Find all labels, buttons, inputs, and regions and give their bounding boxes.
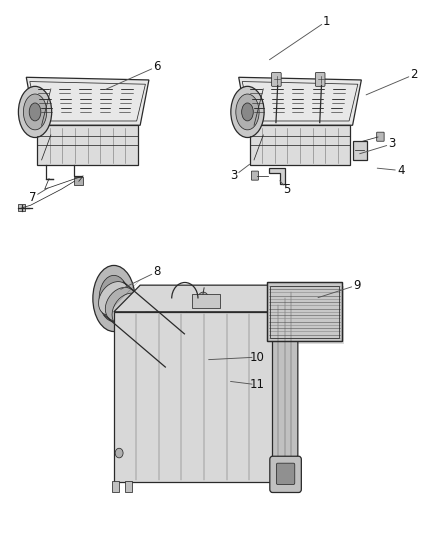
Text: 7: 7 <box>29 191 37 204</box>
Bar <box>125 481 132 492</box>
Text: 8: 8 <box>153 265 160 278</box>
Ellipse shape <box>132 311 163 344</box>
FancyBboxPatch shape <box>315 72 325 86</box>
Ellipse shape <box>119 299 149 333</box>
Ellipse shape <box>93 265 135 332</box>
Text: 2: 2 <box>410 68 418 81</box>
Circle shape <box>201 295 206 302</box>
Ellipse shape <box>29 103 41 121</box>
Text: 4: 4 <box>397 164 405 177</box>
Bar <box>267 282 342 341</box>
Bar <box>270 286 339 338</box>
Text: 10: 10 <box>250 351 265 364</box>
Bar <box>250 125 350 165</box>
Text: 9: 9 <box>353 279 361 292</box>
Ellipse shape <box>106 286 122 311</box>
Circle shape <box>115 448 123 458</box>
Text: 3: 3 <box>231 169 238 182</box>
Bar <box>269 286 344 344</box>
Bar <box>18 204 25 211</box>
FancyBboxPatch shape <box>377 132 384 141</box>
Polygon shape <box>114 312 272 482</box>
Ellipse shape <box>99 276 129 321</box>
Ellipse shape <box>105 287 136 321</box>
Ellipse shape <box>126 305 156 338</box>
Bar <box>192 294 220 308</box>
Ellipse shape <box>18 86 52 138</box>
Ellipse shape <box>153 328 184 361</box>
FancyBboxPatch shape <box>276 463 295 484</box>
Bar <box>267 282 342 341</box>
Ellipse shape <box>99 281 129 316</box>
FancyBboxPatch shape <box>270 456 301 492</box>
Polygon shape <box>114 285 298 312</box>
Text: 5: 5 <box>283 183 290 196</box>
Text: 11: 11 <box>250 378 265 391</box>
Polygon shape <box>353 141 367 160</box>
Bar <box>74 177 83 185</box>
Ellipse shape <box>146 322 177 356</box>
Text: 6: 6 <box>153 60 161 73</box>
Ellipse shape <box>139 316 170 350</box>
Polygon shape <box>26 77 149 125</box>
FancyBboxPatch shape <box>272 72 281 86</box>
Ellipse shape <box>242 103 253 121</box>
Circle shape <box>198 292 208 305</box>
Ellipse shape <box>23 94 47 130</box>
Polygon shape <box>272 285 298 482</box>
Ellipse shape <box>236 94 259 130</box>
Polygon shape <box>269 168 285 184</box>
Ellipse shape <box>112 293 143 327</box>
Bar <box>37 125 138 165</box>
Polygon shape <box>239 77 361 125</box>
Bar <box>112 481 119 492</box>
Text: 3: 3 <box>389 138 396 150</box>
FancyBboxPatch shape <box>251 171 258 180</box>
Ellipse shape <box>159 334 190 367</box>
Ellipse shape <box>231 86 264 138</box>
Text: 1: 1 <box>322 15 330 28</box>
